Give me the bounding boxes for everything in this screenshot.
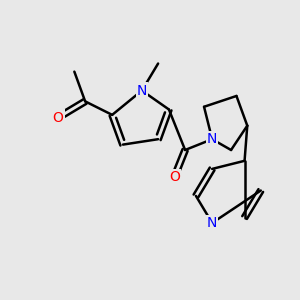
Text: N: N: [137, 84, 147, 98]
Text: N: N: [207, 132, 217, 146]
Text: O: O: [169, 170, 180, 184]
Text: O: O: [53, 111, 64, 124]
Text: N: N: [207, 216, 217, 230]
